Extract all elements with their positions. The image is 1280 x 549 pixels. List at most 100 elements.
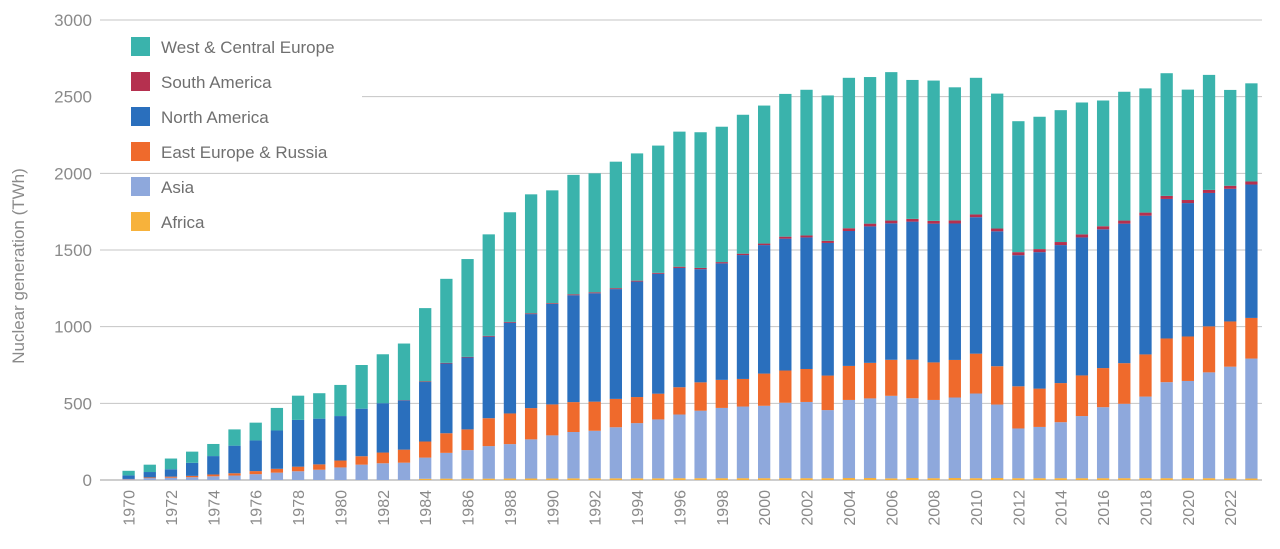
x-tick-label: 1976: [249, 490, 266, 526]
legend: West & Central Europe South America North …: [131, 37, 335, 232]
bar-segment: [991, 404, 1004, 479]
bar-segment: [1118, 363, 1131, 404]
bar-segment: [630, 478, 644, 480]
bar-segment: [376, 354, 389, 404]
bar-segment: [821, 242, 834, 376]
bar-segment: [567, 402, 580, 433]
bar-segment: [313, 418, 326, 465]
bar-segment: [842, 399, 856, 479]
x-tick-label: 1998: [715, 490, 732, 526]
legend-swatch: [131, 37, 150, 56]
legend-label: Asia: [161, 178, 195, 197]
bar-segment: [143, 464, 156, 473]
bar-segment: [503, 444, 517, 479]
bar-segment: [143, 478, 156, 480]
bar-segment: [1096, 226, 1110, 230]
bar-segment: [143, 472, 156, 478]
bar-segment: [1181, 203, 1194, 337]
bar-segment: [524, 439, 538, 479]
bar-segment: [758, 243, 771, 246]
bar-segment: [652, 272, 665, 274]
y-tick-label: 1500: [54, 241, 92, 260]
bar-segment: [1224, 478, 1237, 480]
bar-segment: [482, 478, 495, 480]
bar-segment: [736, 255, 750, 379]
bar-segment: [440, 452, 453, 479]
bar-segment: [609, 478, 622, 480]
bar-segment: [546, 478, 559, 480]
x-tick-label: 1986: [461, 490, 478, 526]
bar-segment: [546, 190, 559, 304]
bar-segment: [376, 452, 389, 464]
bar-segment: [1054, 383, 1067, 423]
x-tick-label: 2012: [1011, 490, 1028, 526]
bar-segment: [1012, 121, 1025, 253]
bar-segment: [842, 77, 856, 229]
bar-segment: [186, 477, 199, 480]
bar-segment: [524, 313, 538, 315]
x-tick-label: 2014: [1054, 490, 1071, 526]
bar-segment: [673, 478, 686, 480]
bar-segment: [991, 478, 1004, 480]
bar-segment: [1096, 478, 1110, 480]
x-tick-label: 2002: [800, 490, 817, 526]
bar-segment: [1054, 422, 1067, 479]
bar-segment: [482, 234, 495, 336]
legend-label: South America: [161, 73, 272, 92]
bar-segment: [1118, 91, 1131, 221]
bar-segment: [207, 456, 220, 475]
bar-segment: [715, 126, 728, 263]
bar-segment: [800, 401, 813, 479]
bar-segment: [1181, 200, 1194, 204]
bar-segment: [1118, 220, 1131, 224]
bar-segment: [758, 105, 771, 244]
bar-segment: [164, 477, 178, 480]
bar-segment: [1202, 372, 1216, 479]
bar-segment: [673, 266, 686, 268]
bar-segment: [694, 478, 707, 480]
x-tick-label: 2006: [884, 490, 901, 526]
bar-segment: [948, 87, 961, 221]
bar-segment: [779, 236, 792, 239]
bar-segment: [1118, 223, 1131, 364]
x-tick-label: 2020: [1181, 490, 1198, 526]
bar-segment: [440, 478, 453, 480]
bar-segment: [1033, 426, 1046, 479]
bar-segment: [546, 404, 559, 436]
bar-segment: [948, 223, 961, 360]
bar-segment: [1160, 195, 1173, 199]
y-axis-title: Nuclear generation (TWh): [9, 168, 28, 364]
bar-segment: [1075, 237, 1089, 376]
bar-segment: [1224, 185, 1237, 189]
bar-segment: [1160, 382, 1173, 479]
bar-segment: [503, 478, 517, 480]
bar-segment: [969, 217, 983, 354]
legend-label: North America: [161, 108, 269, 127]
x-tick-label: 1978: [291, 490, 308, 526]
bar-segment: [249, 474, 262, 480]
bar-segment: [1181, 380, 1194, 479]
bar-segment: [186, 462, 199, 476]
bar-segment: [1075, 102, 1089, 235]
bar-segment: [524, 314, 538, 409]
bar-segment: [524, 194, 538, 314]
bar-segment: [1054, 478, 1067, 480]
bar-segment: [821, 240, 834, 243]
bar-segment: [736, 378, 750, 407]
bar-segment: [164, 476, 178, 478]
bar-segment: [228, 473, 241, 476]
bar-segment: [313, 469, 326, 480]
bar-segment: [969, 393, 983, 479]
bar-segment: [546, 303, 559, 304]
bar-segment: [927, 478, 940, 480]
bar-segment: [228, 429, 241, 446]
bar-segment: [927, 399, 940, 479]
bar-segment: [270, 468, 284, 473]
bar-segment: [270, 430, 284, 469]
bar-segment: [270, 472, 284, 480]
bar-segment: [249, 422, 262, 441]
bar-segment: [736, 114, 750, 254]
legend-swatch: [131, 107, 150, 126]
bar-segment: [1181, 336, 1194, 381]
bar-segment: [842, 365, 856, 400]
